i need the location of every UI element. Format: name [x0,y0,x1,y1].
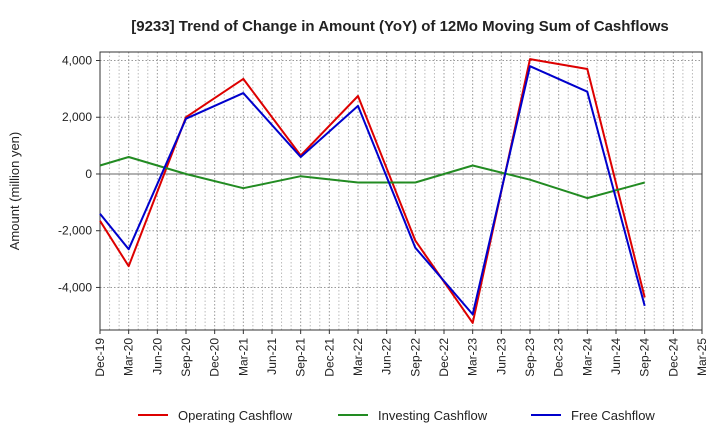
x-tick-label: Mar-24 [580,338,594,376]
y-tick-label: 2,000 [62,110,92,124]
x-tick-label: Dec-24 [666,338,680,377]
operating-cashflow-line [99,58,646,324]
y-axis-label: Amount (million yen) [7,132,22,251]
legend-label: Free Cashflow [571,408,655,423]
plot-grid [99,52,703,330]
y-tick-label: -4,000 [58,280,92,294]
legend-label: Operating Cashflow [178,408,293,423]
legend-label: Investing Cashflow [378,408,488,423]
y-tick-label: 0 [85,167,92,181]
series-lines [99,58,646,324]
x-tick-label: Jun-22 [380,338,394,375]
x-tick-label: Jun-24 [609,338,623,375]
x-tick-label: Mar-20 [122,338,136,376]
x-tick-label: Sep-23 [523,338,537,377]
x-tick-label: Dec-19 [93,338,107,377]
x-tick-label: Mar-21 [236,338,250,376]
x-tick-label: Sep-20 [179,338,193,377]
y-axis-ticks: 4,000 2,000 0 -2,000 -4,000 [58,54,100,294]
legend: Operating Cashflow Investing Cashflow Free… [138,408,655,423]
x-axis-ticks: Dec-19 Mar-20 Jun-20 Sep-20 Dec-20 Mar-21 Jun-… [93,330,709,377]
x-tick-label: Sep-21 [294,338,308,377]
x-tick-label: Jun-23 [494,338,508,375]
investing-cashflow-line [99,156,645,200]
x-tick-label: Jun-21 [265,338,279,375]
free-cashflow-line [99,65,646,316]
x-tick-label: Jun-20 [150,338,164,375]
y-tick-label: -2,000 [58,224,92,238]
y-tick-label: 4,000 [62,54,92,68]
chart-title: [9233] Trend of Change in Amount (YoY) o… [131,18,669,35]
x-tick-label: Dec-22 [437,338,451,377]
x-tick-label: Mar-25 [695,338,709,376]
x-tick-label: Dec-23 [552,338,566,377]
x-tick-label: Sep-22 [408,338,422,377]
x-tick-label: Dec-20 [208,338,222,377]
x-tick-label: Sep-24 [638,338,652,377]
x-tick-label: Mar-23 [466,338,480,376]
x-tick-label: Dec-21 [322,338,336,377]
plot-area [99,51,703,331]
x-tick-label: Mar-22 [351,338,365,376]
